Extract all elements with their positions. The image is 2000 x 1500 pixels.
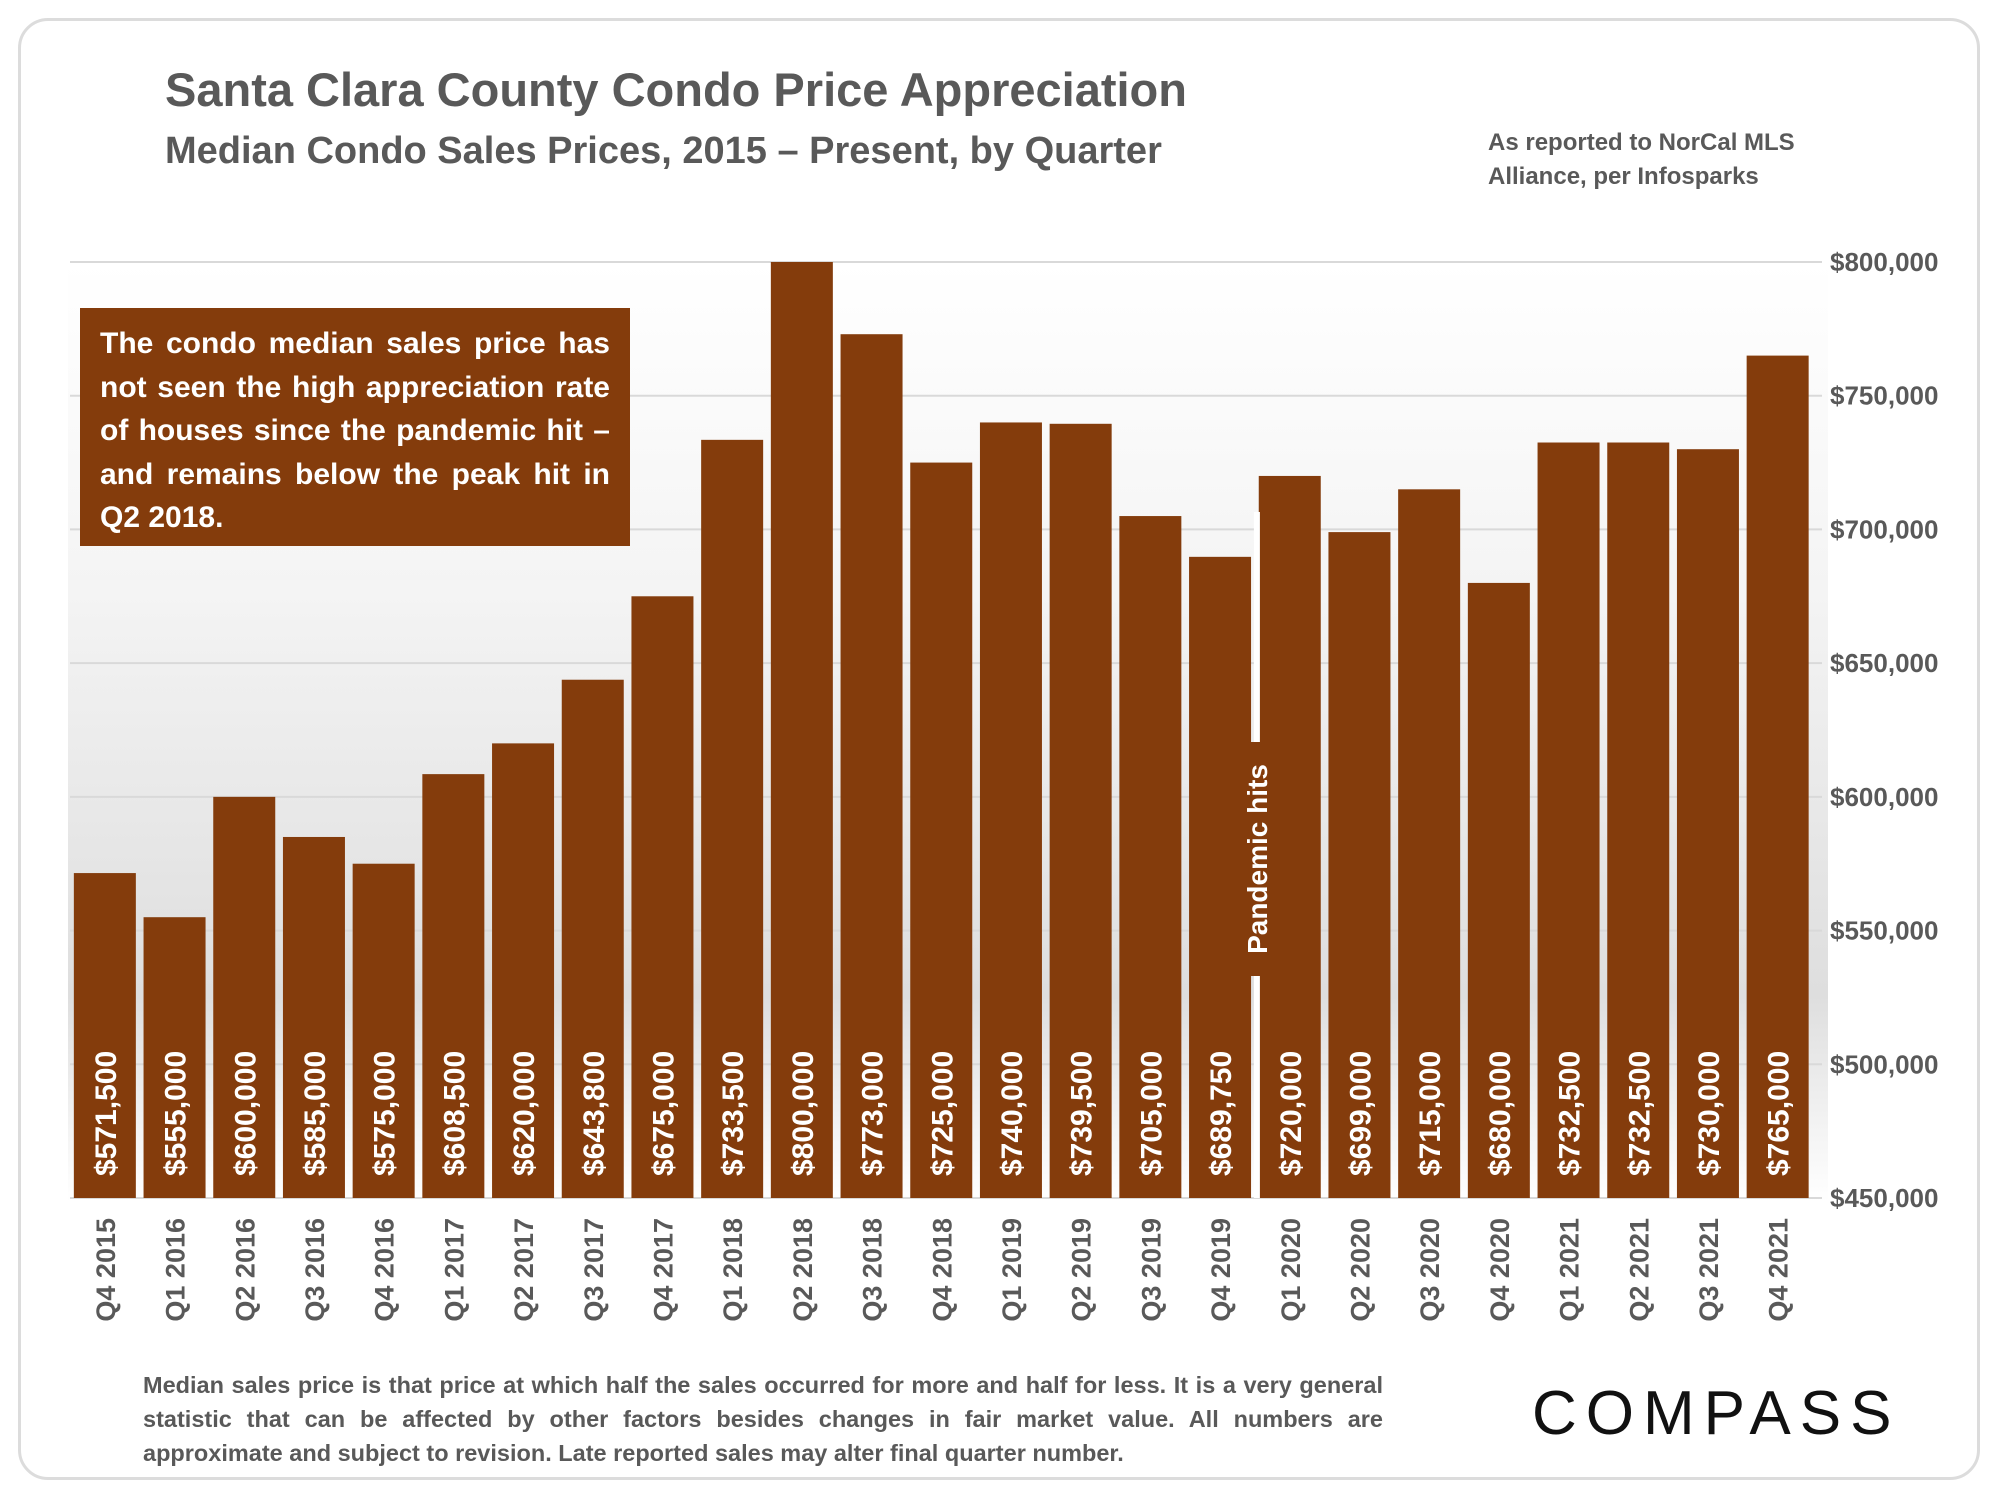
value-label: $715,000	[1414, 1051, 1447, 1176]
y-tick-label: $800,000	[1830, 247, 1938, 277]
x-tick-label: Q3 2017	[579, 1218, 609, 1322]
bars	[73, 262, 1809, 1199]
value-labels: $571,500 $555,000 $600,000 $585,000 $575,000…	[90, 1051, 1796, 1176]
y-tick-label: $550,000	[1830, 916, 1938, 946]
x-tick-label: Q3 2021	[1694, 1218, 1724, 1322]
bar	[1607, 442, 1670, 1198]
x-tick-label: Q3 2020	[1415, 1218, 1445, 1322]
bar	[1119, 516, 1182, 1198]
value-label: $800,000	[787, 1051, 820, 1176]
x-tick-label: Q2 2016	[230, 1218, 260, 1322]
footnote: Median sales price is that price at whic…	[143, 1372, 1383, 1466]
value-label: $705,000	[1135, 1051, 1168, 1176]
y-tick-label: $700,000	[1830, 514, 1938, 544]
x-tick-label: Q2 2020	[1345, 1218, 1375, 1322]
value-label: $585,000	[299, 1051, 332, 1176]
bar	[631, 596, 694, 1198]
value-label: $675,000	[647, 1051, 680, 1176]
x-tick-label: Q2 2017	[509, 1218, 539, 1322]
bar	[1676, 449, 1739, 1198]
bar	[1467, 582, 1530, 1198]
value-label: $689,750	[1205, 1051, 1238, 1176]
value-label: $571,500	[90, 1051, 123, 1176]
value-label: $730,000	[1693, 1051, 1726, 1176]
value-label: $699,000	[1344, 1051, 1377, 1176]
x-tick-label: Q1 2019	[997, 1218, 1027, 1322]
x-tick-label: Q4 2021	[1764, 1218, 1794, 1322]
chart-subtitle: Median Condo Sales Prices, 2015 – Presen…	[165, 130, 1162, 172]
pandemic-label-bg	[1236, 742, 1277, 976]
x-tick-label: Q3 2018	[858, 1218, 888, 1322]
y-tick-label: $600,000	[1830, 782, 1938, 812]
x-tick-label: Q2 2019	[1067, 1218, 1097, 1322]
bar	[561, 679, 624, 1198]
bar	[840, 334, 903, 1199]
bar	[73, 873, 136, 1198]
x-tick-label: Q4 2018	[927, 1218, 957, 1322]
callout-box: The condo median sales price has not see…	[80, 308, 630, 546]
source-note: As reported to NorCal MLS Alliance, per …	[1488, 129, 1795, 190]
value-label: $555,000	[160, 1051, 193, 1176]
value-label: $732,500	[1554, 1051, 1587, 1176]
value-label: $765,000	[1763, 1051, 1796, 1176]
value-label: $620,000	[508, 1051, 541, 1176]
value-label: $740,000	[996, 1051, 1029, 1176]
x-tick-label: Q4 2016	[370, 1218, 400, 1322]
value-label: $680,000	[1484, 1051, 1517, 1176]
value-label: $733,500	[717, 1051, 750, 1176]
x-tick-label: Q2 2018	[788, 1218, 818, 1322]
y-tick-label: $500,000	[1830, 1049, 1938, 1079]
x-tick-label: Q3 2019	[1136, 1218, 1166, 1322]
bar	[910, 462, 973, 1199]
x-tick-label: Q1 2017	[439, 1218, 469, 1322]
y-tick-label: $750,000	[1830, 381, 1938, 411]
y-tick-label: $650,000	[1830, 648, 1938, 678]
x-tick-label: Q4 2020	[1485, 1218, 1515, 1322]
pandemic-annotation: Pandemic hits	[1236, 512, 1277, 1198]
value-label: $739,500	[1066, 1051, 1099, 1176]
bar	[1398, 489, 1461, 1198]
value-label: $725,000	[926, 1051, 959, 1176]
bar	[422, 774, 485, 1198]
value-label: $773,000	[857, 1051, 890, 1176]
bar	[1746, 355, 1809, 1199]
bar	[770, 262, 833, 1198]
bar	[282, 836, 345, 1198]
bar	[352, 863, 415, 1198]
bar	[701, 439, 764, 1199]
value-label: $575,000	[369, 1051, 402, 1176]
bar	[492, 743, 555, 1198]
bar	[1049, 423, 1112, 1198]
bar	[213, 796, 276, 1198]
bar	[1537, 442, 1600, 1198]
value-label: $643,800	[578, 1051, 611, 1176]
y-tick-labels: $450,000 $500,000 $550,000 $600,000 $650,000…	[1830, 247, 1938, 1213]
compass-logo: COMPASS	[1532, 1379, 1901, 1448]
bar	[979, 422, 1042, 1198]
pandemic-label: Pandemic hits	[1242, 764, 1273, 954]
value-label: $732,500	[1623, 1051, 1656, 1176]
x-tick-label: Q3 2016	[300, 1218, 330, 1322]
chart-title: Santa Clara County Condo Price Appreciat…	[165, 63, 1187, 116]
value-label: $600,000	[229, 1051, 262, 1176]
x-tick-label: Q4 2019	[1206, 1218, 1236, 1322]
bar	[1328, 532, 1391, 1198]
x-tick-labels: Q4 2015 Q1 2016 Q2 2016 Q3 2016 Q4 2016 Q1 20…	[91, 1218, 1794, 1322]
x-tick-label: Q4 2017	[648, 1218, 678, 1322]
x-tick-label: Q1 2020	[1276, 1218, 1306, 1322]
value-label: $720,000	[1275, 1051, 1308, 1176]
x-tick-label: Q1 2016	[161, 1218, 191, 1322]
x-tick-label: Q1 2018	[718, 1218, 748, 1322]
x-tick-label: Q4 2015	[91, 1218, 121, 1322]
bar	[143, 917, 206, 1198]
callout-text: The condo median sales price has not see…	[100, 327, 610, 534]
x-tick-label: Q2 2021	[1624, 1218, 1654, 1322]
y-tick-label: $450,000	[1830, 1183, 1938, 1213]
x-tick-label: Q1 2021	[1555, 1218, 1585, 1322]
value-label: $608,500	[438, 1051, 471, 1176]
